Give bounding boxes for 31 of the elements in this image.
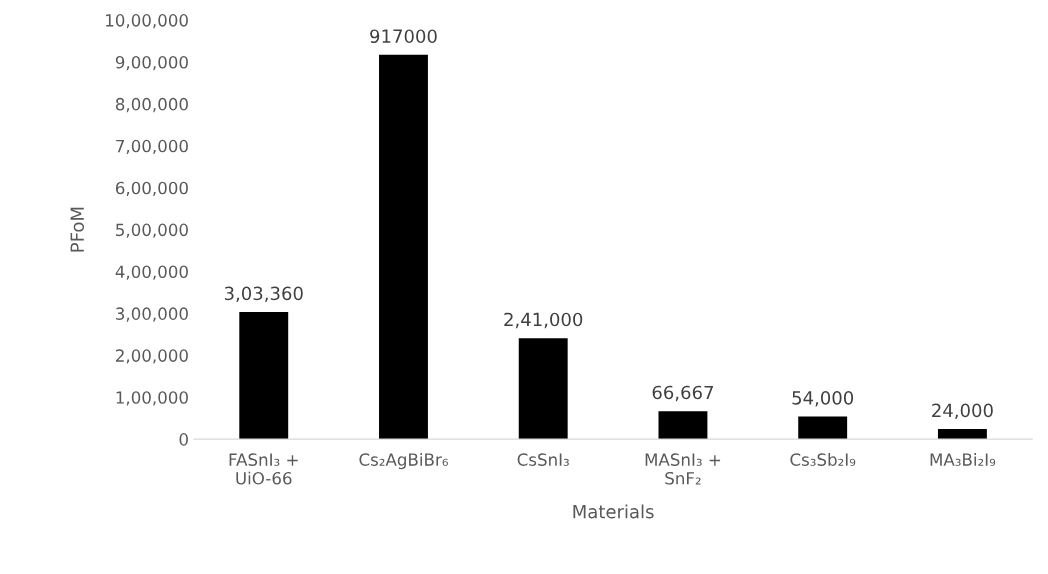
x-axis-title: Materials <box>573 504 654 519</box>
bar <box>239 312 289 440</box>
data-label: 24,000 <box>932 403 993 420</box>
bar <box>518 338 568 440</box>
bar <box>798 416 848 440</box>
y-tick-label: 4,00,000 <box>115 265 188 280</box>
bar <box>658 411 708 440</box>
x-tick-label: MA₃Bi₂I₉ <box>930 453 996 466</box>
y-tick-label: 7,00,000 <box>116 139 188 155</box>
y-tick-label: 5,00,000 <box>116 223 188 238</box>
data-label: 3,03,360 <box>224 286 303 303</box>
y-tick-label: 6,00,000 <box>115 181 188 196</box>
y-tick-label: 0 <box>179 433 188 446</box>
bar <box>379 54 428 440</box>
y-tick-label: 10,00,000 <box>106 14 188 29</box>
x-tick-label: MASnI₃ + SnF₂ <box>645 453 721 485</box>
y-tick-label: 9,00,000 <box>115 55 188 71</box>
y-axis-title: PFoM <box>70 207 85 252</box>
x-tick-label: Cs₂AgBiBr₆ <box>359 453 448 470</box>
y-tick-label: 1,00,000 <box>116 391 188 406</box>
x-tick-label: Cs₃Sb₂I₉ <box>790 453 856 466</box>
data-label: 54,000 <box>792 390 854 407</box>
data-label: 917000 <box>370 29 437 44</box>
y-tick-label: 3,00,000 <box>116 307 188 322</box>
y-tick-label: 2,00,000 <box>116 349 188 364</box>
x-tick-label: CsSnI₃ <box>517 453 569 466</box>
bar <box>937 429 987 440</box>
y-tick-label: 8,00,000 <box>115 97 188 113</box>
data-label: 2,41,000 <box>504 312 583 329</box>
x-tick-label: FASnI₃ + UiO-66 <box>229 453 298 485</box>
data-label: 66,667 <box>652 385 713 402</box>
